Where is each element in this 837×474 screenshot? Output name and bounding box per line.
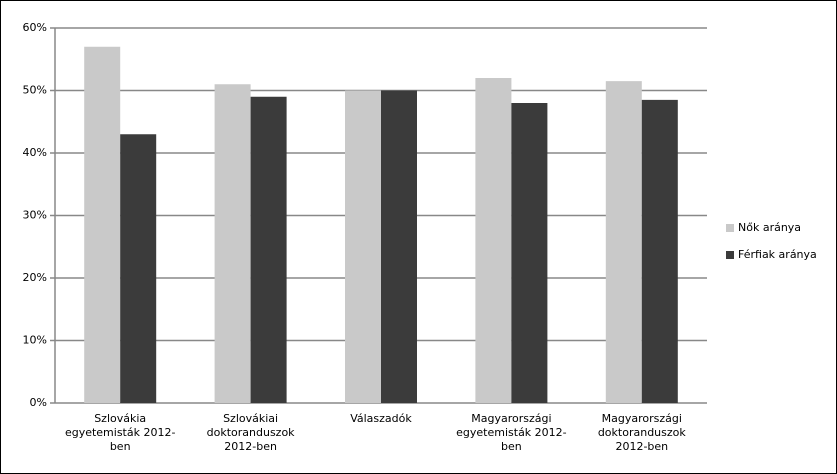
y-tick-label: 20% bbox=[23, 271, 47, 284]
bar bbox=[511, 103, 548, 403]
x-tick-label: Szlovákiai doktoranduszok 2012-ben bbox=[206, 412, 295, 453]
bar bbox=[475, 78, 512, 403]
x-tick-label: Válaszadók bbox=[350, 412, 412, 425]
bar bbox=[84, 46, 121, 403]
bar bbox=[120, 134, 157, 403]
x-tick-label: Magyarországi egyetemisták 2012-ben bbox=[456, 412, 567, 453]
y-tick-label: 0% bbox=[30, 396, 47, 409]
legend-label: Férfiak aránya bbox=[738, 248, 817, 261]
y-tick-label: 50% bbox=[23, 84, 47, 97]
legend-swatch bbox=[726, 251, 734, 259]
legend-label: Nők aránya bbox=[738, 221, 801, 234]
bar bbox=[605, 81, 642, 403]
y-tick-label: 10% bbox=[23, 334, 47, 347]
y-tick-label: 40% bbox=[23, 146, 47, 159]
bar bbox=[381, 90, 417, 403]
bar bbox=[250, 96, 287, 403]
x-tick-label: Szlovákia egyetemisták 2012-ben bbox=[64, 412, 176, 453]
x-tick-label: Magyarországi doktoranduszok 2012-ben bbox=[597, 412, 686, 453]
y-tick-label: 30% bbox=[23, 209, 47, 222]
bar bbox=[345, 90, 381, 403]
bar bbox=[214, 84, 251, 403]
y-tick-label: 60% bbox=[23, 21, 47, 34]
bar bbox=[641, 99, 678, 403]
legend-swatch bbox=[726, 224, 734, 232]
